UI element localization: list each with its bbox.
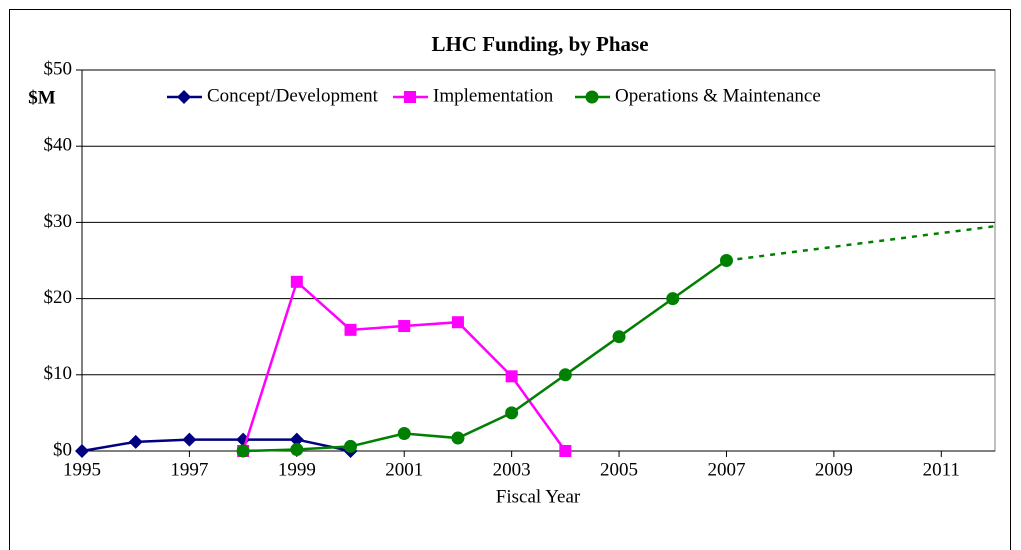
marker xyxy=(612,330,626,344)
legend-label: Implementation xyxy=(433,85,554,106)
x-tick-label: 2003 xyxy=(493,459,531,480)
marker xyxy=(585,90,599,104)
marker xyxy=(398,320,411,333)
marker xyxy=(558,368,572,382)
marker xyxy=(404,91,416,103)
marker xyxy=(289,432,304,447)
marker xyxy=(451,316,464,329)
y-tick-label: $20 xyxy=(44,287,73,308)
y-tick-label: $10 xyxy=(44,363,73,384)
marker xyxy=(128,434,143,449)
marker xyxy=(397,426,411,440)
x-tick-label: 1995 xyxy=(63,459,101,480)
marker xyxy=(75,444,89,458)
marker xyxy=(719,254,733,267)
marker xyxy=(177,90,191,104)
x-tick-label: 2009 xyxy=(815,459,853,480)
chart-title: LHC Funding, by Phase xyxy=(431,32,648,56)
projection-line xyxy=(726,224,996,262)
x-tick-label: 2001 xyxy=(385,459,423,480)
y-tick-label: $40 xyxy=(44,135,73,156)
y-tick-label: $30 xyxy=(44,211,73,232)
marker xyxy=(666,292,680,306)
marker xyxy=(182,432,197,447)
marker xyxy=(236,444,250,458)
marker xyxy=(290,442,304,456)
marker xyxy=(451,431,465,445)
marker xyxy=(290,275,303,288)
x-tick-label: 2007 xyxy=(707,459,745,480)
marker xyxy=(505,370,518,383)
x-tick-label: 1997 xyxy=(170,459,208,480)
marker xyxy=(344,439,358,453)
legend-label: Concept/Development xyxy=(207,85,379,106)
x-axis-label: Fiscal Year xyxy=(496,486,581,507)
marker xyxy=(559,445,572,457)
y-axis-label: $M xyxy=(28,87,56,108)
series-line xyxy=(81,438,351,453)
x-tick-label: 2011 xyxy=(923,459,960,480)
x-tick-label: 2005 xyxy=(600,459,638,480)
y-tick-label: $50 xyxy=(44,58,73,79)
series-line xyxy=(243,259,728,453)
x-tick-label: 1999 xyxy=(278,459,316,480)
y-tick-label: $0 xyxy=(53,439,72,460)
marker xyxy=(344,323,357,336)
legend-label: Operations & Maintenance xyxy=(615,85,821,106)
marker xyxy=(505,406,519,420)
